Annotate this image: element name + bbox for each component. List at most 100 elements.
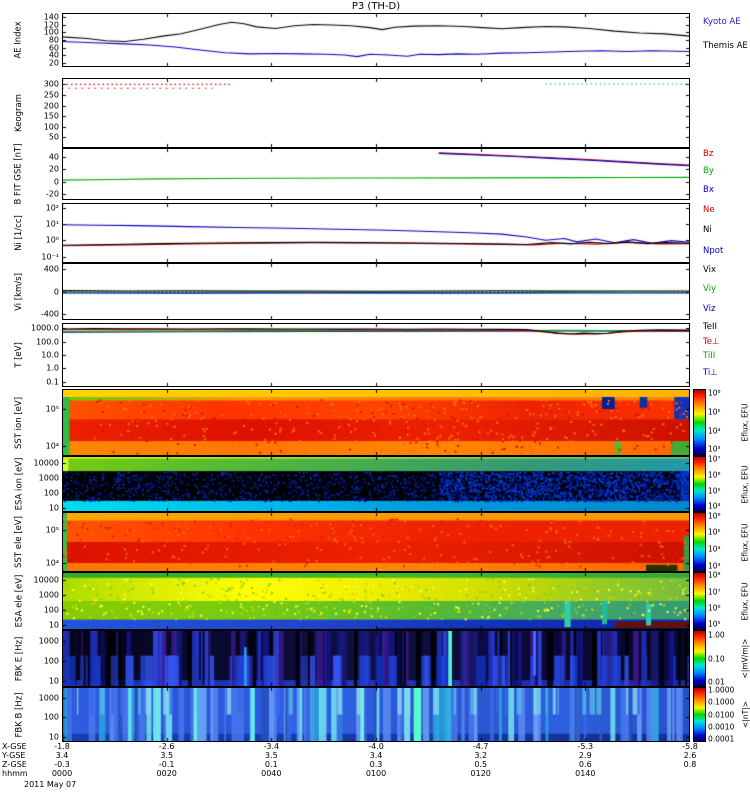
- axis-value: 2.9: [578, 751, 592, 760]
- y-tick-label: 80: [48, 35, 59, 45]
- series-label: Ne: [703, 205, 715, 216]
- temperature-plot-canvas: [62, 323, 690, 387]
- axis-value: -4.0: [368, 742, 384, 751]
- y-tick-label: 250: [43, 90, 59, 100]
- colorbar-tick-label: 10⁶: [708, 470, 721, 480]
- colorbar-title: <|mV/m|>: [740, 638, 750, 679]
- axis-value: 0100: [365, 769, 387, 778]
- colorbar-tick-label: 10³: [708, 444, 721, 454]
- axis-value: 0.8: [683, 760, 697, 769]
- date-label: 2011 May 07: [24, 780, 77, 789]
- colorbar-tick-label: 10⁶: [708, 511, 721, 521]
- series-label: Bz: [703, 149, 714, 160]
- y-tick-label: 0: [53, 287, 59, 296]
- y-tick-label: 10.0: [41, 350, 59, 360]
- axis-value: 3.4: [55, 751, 69, 760]
- y-tick-label: 10000: [33, 575, 59, 585]
- axis-value: 2.6: [683, 751, 697, 760]
- y-tick-label: 1000.0: [31, 323, 59, 333]
- series-label: Viy: [703, 283, 717, 294]
- y-tick-label: 10¹: [45, 219, 59, 229]
- colorbar: [693, 687, 706, 742]
- axis-value: 3.4: [369, 751, 383, 760]
- colorbar: [693, 389, 706, 456]
- x-axis-block: X-GSE -1.8 -2.6 -3.4 -4.0 -4.7 -5.3 -5.8 Y-GSE 3.…: [0, 742, 750, 798]
- y-tick-label: 20: [48, 164, 59, 174]
- series-label: Vix: [703, 264, 717, 275]
- colorbar-title: Eflux, EFU: [740, 523, 750, 561]
- y-tick-label: 100: [43, 605, 59, 615]
- y-tick-label: 300: [43, 79, 59, 89]
- series-label: TiII: [703, 351, 716, 362]
- series-label: Te⊥: [703, 337, 720, 348]
- y-tick-label: 200: [43, 101, 59, 111]
- series-label: Npot: [703, 246, 724, 256]
- panel-temperature: T [eV] 1000.0 100.0 10.0 1.0 0.1 TeII Te⊥ TiII T…: [14, 322, 719, 387]
- axis-row-label: Y-GSE: [2, 751, 26, 760]
- axis-row-label: X-GSE: [2, 742, 27, 751]
- colorbar-tick-label: 0.0100: [708, 710, 735, 719]
- colorbar-tick-label: 10⁵: [708, 407, 721, 417]
- axis-value: 3.2: [474, 751, 488, 760]
- colorbar-tick-label: 0.0001: [708, 734, 735, 744]
- y-tick-label: 10⁻¹: [41, 252, 59, 262]
- axis-value: -5.3: [577, 742, 594, 751]
- y-tick-label: 50: [48, 132, 59, 142]
- axis-value: 3.5: [264, 751, 278, 760]
- axis-value: 0000: [51, 769, 73, 778]
- y-tick-label: 0.1: [46, 377, 59, 387]
- colorbar-tick-label: 0.01: [708, 677, 725, 687]
- axis-value: -2.6: [158, 742, 175, 751]
- y-tick-label: 10: [48, 503, 59, 513]
- colorbar-tick-label: 10⁶: [708, 388, 721, 398]
- bfield-plot-canvas: [62, 148, 690, 200]
- panel-ae-index: AE Index 140 120 100 80 60 40 20 Kyoto AE Themis…: [14, 12, 748, 67]
- y-tick-label: 10²: [45, 203, 59, 213]
- axis-value: -3.4: [263, 742, 280, 751]
- colorbar: [693, 512, 706, 572]
- velocity-ylabel: Vi [km/s]: [14, 272, 25, 311]
- ae-plot-canvas: [62, 13, 690, 67]
- y-tick-label: 10: [48, 620, 59, 630]
- fbk-bfield-spectrogram-canvas: [62, 687, 690, 742]
- esa-ion-ylabel: ESA ion [eV]: [14, 457, 24, 511]
- panel-esa-electron-spectrogram: ESA ele [eV] 10000 1000 100 10 10⁸ 10⁷ 10⁶ 10⁵ E…: [14, 571, 750, 630]
- y-tick-label: 100: [43, 122, 59, 132]
- y-tick-label: 60: [48, 43, 59, 53]
- series-label: Bx: [703, 184, 714, 195]
- colorbar-tick-label: 10⁸: [708, 570, 721, 580]
- y-tick-label: -400: [40, 309, 59, 319]
- axis-value: 0.1: [264, 760, 278, 769]
- axis-value: 0140: [575, 769, 596, 778]
- fbk-bfield-ylabel: FBK B [Hz]: [14, 691, 25, 738]
- fbk-efield-spectrogram-canvas: [62, 630, 690, 687]
- colorbar-tick-label: 10⁵: [708, 619, 721, 629]
- y-tick-label: 100: [43, 712, 59, 722]
- ae-ylabel: AE Index: [14, 21, 25, 59]
- y-tick-label: 0: [53, 177, 59, 187]
- axis-value: 0040: [261, 769, 282, 778]
- series-label: Themis AE: [703, 41, 748, 52]
- colorbar-tick-label: 1.0000: [708, 685, 735, 695]
- panel-density: Ni [1/cc] 10² 10¹ 10⁰ 10⁻¹ Ne Ni Npot: [14, 203, 723, 263]
- y-tick-label: 1000: [38, 473, 59, 483]
- temperature-ylabel: T [eV]: [14, 342, 25, 368]
- fbk-efield-ylabel: FBK E [Hz]: [14, 636, 24, 681]
- y-tick-label: 40: [48, 50, 59, 60]
- series-label: Kyoto AE: [703, 16, 741, 27]
- density-plot-canvas: [62, 203, 690, 263]
- colorbar-tick-label: 10⁷: [708, 454, 721, 464]
- colorbar-tick-label: 0.1000: [708, 697, 735, 707]
- esa-ion-spectrogram-canvas: [62, 456, 690, 512]
- velocity-plot-canvas: [62, 263, 690, 320]
- colorbar: [693, 572, 706, 630]
- axis-value: 3.5: [160, 751, 174, 760]
- colorbar-tick-label: 0.0010: [708, 722, 735, 732]
- page-title: P3 (TH-D): [351, 1, 401, 12]
- colorbar-tick-label: 10⁷: [708, 587, 721, 597]
- y-tick-label: 120: [43, 20, 59, 30]
- y-tick-label: 100: [43, 488, 59, 498]
- y-tick-label: 100: [43, 27, 59, 37]
- y-tick-label: 100: [43, 656, 59, 666]
- y-tick-label: 1.0: [46, 363, 59, 373]
